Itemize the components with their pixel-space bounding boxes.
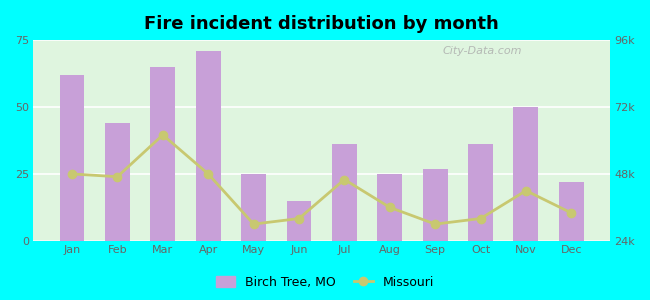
Bar: [105, 123, 130, 241]
Bar: [196, 51, 221, 241]
Legend: Birch Tree, MO, Missouri: Birch Tree, MO, Missouri: [211, 271, 439, 294]
Bar: [422, 169, 448, 241]
Bar: [60, 75, 84, 241]
Text: City-Data.com: City-Data.com: [443, 46, 523, 56]
Bar: [241, 174, 266, 241]
Bar: [559, 182, 584, 241]
Bar: [332, 145, 357, 241]
Title: Fire incident distribution by month: Fire incident distribution by month: [144, 15, 499, 33]
Bar: [468, 145, 493, 241]
Bar: [377, 174, 402, 241]
Bar: [150, 67, 176, 241]
Bar: [287, 201, 311, 241]
Bar: [514, 107, 538, 241]
